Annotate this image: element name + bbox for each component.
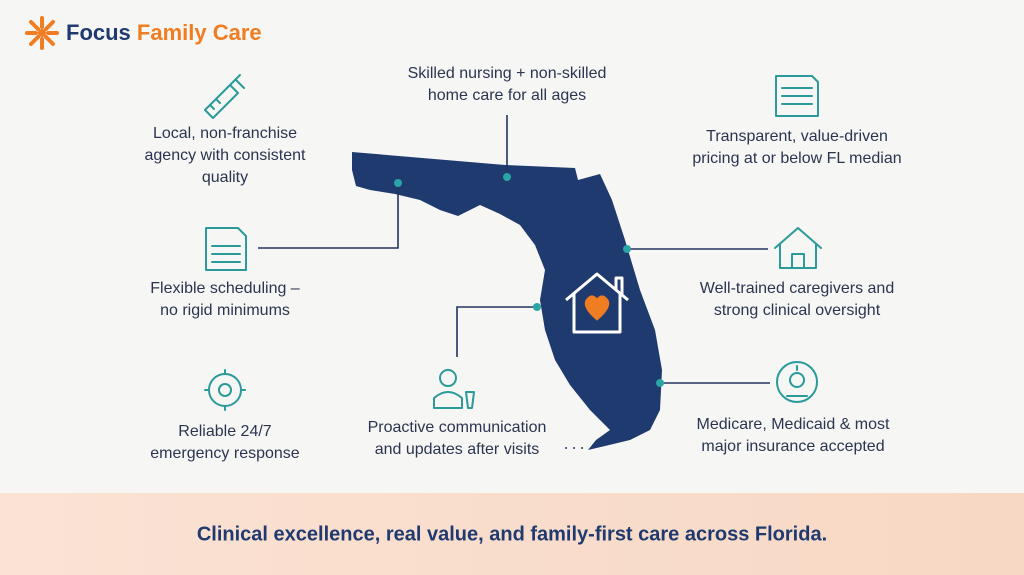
brand-first: Focus: [66, 20, 131, 45]
feature-line: and updates after visits: [375, 441, 540, 458]
feature-line: major insurance accepted: [701, 438, 884, 455]
icon-house: [774, 227, 822, 269]
feature-line: emergency response: [150, 445, 300, 462]
feature-line: Local, non-franchise: [153, 125, 297, 142]
icon-gear: [204, 369, 246, 411]
feature-line: home care for all ages: [428, 87, 586, 104]
feature-line: Medicare, Medicaid & most: [697, 416, 891, 433]
feature-line: Reliable 24/7: [178, 423, 272, 440]
feature-line: Transparent, value-driven: [706, 128, 888, 145]
brand-second: Family Care: [137, 20, 262, 45]
feature-line: quality: [202, 169, 248, 186]
feature-line: strong clinical oversight: [714, 302, 881, 319]
feature-line: Flexible scheduling –: [150, 280, 300, 297]
feature-texts: Skilled nursing + non-skilled home care f…: [145, 65, 902, 462]
footer-band: [0, 493, 1024, 575]
icon-shield: [776, 361, 818, 403]
brand: Focus Family Care: [66, 20, 262, 45]
feature-line: Skilled nursing + non-skilled: [408, 65, 607, 82]
icon-syringe: [204, 74, 245, 119]
tagline: Clinical excellence, real value, and fam…: [197, 523, 827, 545]
home-heart-icon: [565, 272, 629, 334]
feature-line: pricing at or below FL median: [692, 150, 901, 167]
icon-document: [205, 227, 247, 271]
icon-people: [433, 369, 475, 409]
connectors: [258, 115, 770, 449]
feature-line: Well-trained caregivers and: [700, 280, 894, 297]
feature-line: Proactive communication: [368, 419, 547, 436]
feature-line: agency with consistent: [145, 147, 307, 164]
feature-line: no rigid minimums: [160, 302, 290, 319]
icon-list: [775, 75, 819, 117]
logo-icon: [25, 16, 59, 50]
florida-map: [352, 152, 662, 450]
